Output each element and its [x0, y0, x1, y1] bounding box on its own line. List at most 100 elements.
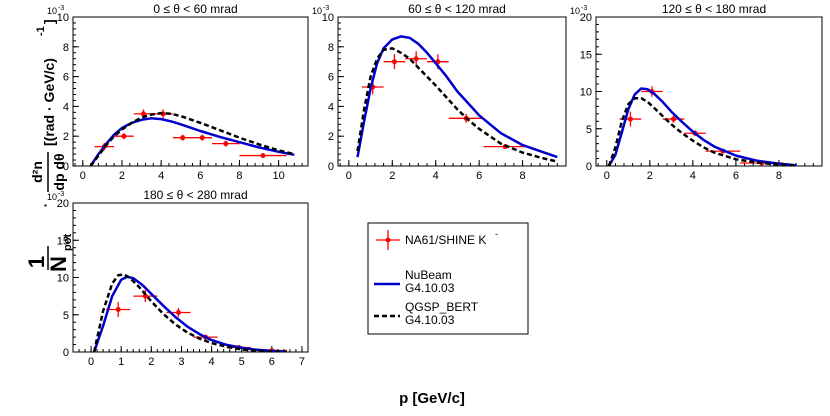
qgsp-bert-curve	[607, 96, 797, 166]
x-tick-label: 6	[733, 170, 739, 182]
x-tick-label: 0	[604, 170, 610, 182]
data-point	[223, 141, 229, 147]
y-exponent-power: -3	[581, 5, 587, 12]
x-tick-label: 6	[197, 170, 203, 182]
qgsp-bert-curve	[92, 273, 287, 352]
y-tick-label: 20	[580, 12, 592, 24]
y-exponent-power: -3	[58, 191, 64, 198]
y-exponent-label: 10	[312, 6, 322, 16]
x-tick-label: 4	[209, 356, 215, 368]
x-tick-label: 0	[88, 356, 94, 368]
data-point	[180, 135, 186, 141]
data-point	[627, 116, 633, 122]
data-point	[121, 133, 127, 139]
x-tick-label: 4	[433, 170, 439, 182]
x-tick-label: 2	[389, 170, 395, 182]
x-tick-label: 4	[158, 170, 164, 182]
plot-area	[607, 86, 797, 166]
qgsp-bert-curve	[89, 111, 295, 166]
x-tick-label: 8	[236, 170, 242, 182]
y-label-units-exp: -1	[35, 26, 47, 36]
qgsp-bert-curve	[356, 47, 558, 163]
nubeam-curve	[89, 117, 295, 166]
x-tick-label: 6	[269, 356, 275, 368]
x-tick-label: 7	[299, 356, 305, 368]
y-label-dot: ·	[37, 203, 53, 208]
y-label-main-den: dp dθ	[51, 153, 67, 190]
legend-item-nubeam-line1: NuBeam	[405, 268, 452, 282]
panel-title: 180 ≤ θ < 280 mrad	[143, 188, 247, 202]
x-tick-label: 8	[520, 170, 526, 182]
x-tick-label: 10	[273, 170, 285, 182]
y-label-units-close: ]	[41, 19, 57, 24]
y-label-prefix-num: 1	[24, 256, 49, 268]
y-tick-label: 0	[63, 161, 69, 173]
y-tick-label: 15	[580, 49, 592, 61]
data-point	[391, 59, 397, 65]
x-tick-label: 0	[346, 170, 352, 182]
y-exponent-power: -3	[58, 5, 64, 12]
y-tick-label: 0	[586, 161, 592, 173]
x-tick-label: 8	[776, 170, 782, 182]
legend-item-qgsp-line1: QGSP_BERT	[405, 300, 479, 314]
y-tick-label: 2	[328, 131, 334, 143]
y-tick-label: 20	[57, 198, 69, 210]
y-tick-label: 5	[586, 124, 592, 136]
plot-area	[89, 109, 295, 166]
legend-data-marker	[385, 237, 391, 243]
y-tick-label: 5	[63, 310, 69, 322]
y-tick-label: 8	[63, 42, 69, 54]
x-axis-label: p [GeV/c]	[399, 390, 465, 407]
x-tick-label: 2	[647, 170, 653, 182]
legend-item-nubeam-line2: G4.10.03	[405, 281, 455, 295]
panel-title: 60 ≤ θ < 120 mrad	[408, 2, 506, 16]
legend: NA61/SHINE K - NuBeam G4.10.03 QGSP_BERT…	[367, 222, 529, 335]
legend-item-data-sup: -	[495, 229, 498, 239]
y-exponent-label: 10	[570, 6, 580, 16]
data-point	[141, 111, 146, 117]
data-point	[115, 307, 121, 313]
y-axis-label: 1 N pot · d²n dp dθ [(rad · GeV/c) -1 ]	[24, 19, 74, 272]
y-tick-label: 10	[57, 12, 69, 24]
x-tick-label: 6	[476, 170, 482, 182]
y-label-prefix-den-sub: pot	[62, 234, 74, 251]
y-tick-label: 2	[63, 131, 69, 143]
panel-frame	[337, 16, 567, 167]
y-tick-label: 10	[322, 12, 334, 24]
y-tick-label: 8	[328, 42, 334, 54]
data-point	[142, 293, 148, 299]
x-tick-label: 2	[148, 356, 154, 368]
y-tick-label: 4	[328, 101, 334, 113]
panel-frame	[72, 16, 309, 167]
y-exponent-label: 10	[47, 192, 57, 202]
y-label-units: [(rad · GeV/c)	[41, 58, 57, 146]
y-tick-label: 0	[63, 347, 69, 359]
y-exponent-label: 10	[47, 6, 57, 16]
y-tick-label: 4	[63, 101, 69, 113]
y-tick-label: 10	[57, 273, 69, 285]
panel-title: 0 ≤ θ < 60 mrad	[153, 2, 237, 16]
x-tick-label: 2	[119, 170, 125, 182]
x-tick-label: 1	[118, 356, 124, 368]
data-point	[199, 135, 205, 141]
y-tick-label: 15	[57, 235, 69, 247]
y-label-main-num: d²n	[29, 161, 45, 183]
panel-title: 120 ≤ θ < 180 mrad	[662, 2, 766, 16]
x-tick-label: 0	[80, 170, 86, 182]
y-tick-label: 10	[580, 87, 592, 99]
x-tick-label: 4	[690, 170, 696, 182]
y-tick-label: 6	[63, 72, 69, 84]
plot-area	[356, 35, 558, 163]
x-tick-label: 5	[239, 356, 245, 368]
data-point	[413, 56, 419, 62]
data-point	[175, 310, 181, 316]
data-point	[670, 116, 676, 122]
y-label-prefix-den: N	[46, 256, 71, 272]
legend-item-qgsp-line2: G4.10.03	[405, 313, 455, 327]
legend-item-data-label: NA61/SHINE K	[405, 233, 486, 247]
